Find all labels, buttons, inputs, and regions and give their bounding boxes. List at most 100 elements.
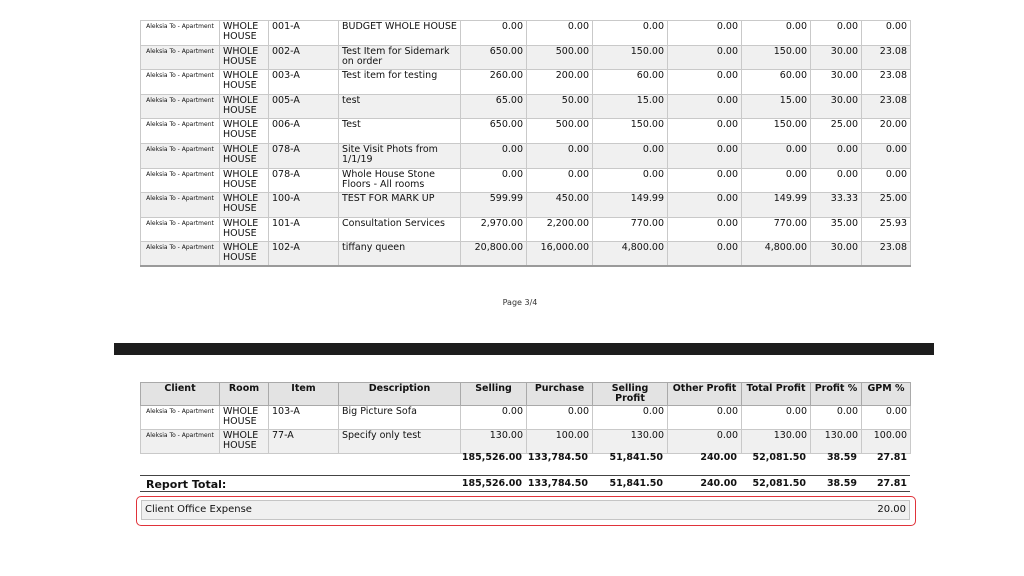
row-profit-pct: 0.00 xyxy=(810,405,862,430)
row-selling: 2,970.00 xyxy=(460,216,527,243)
row-item: 003-A xyxy=(268,69,339,95)
row-selling: 20,800.00 xyxy=(460,241,527,267)
row-gpm-pct: 23.08 xyxy=(861,93,911,120)
col-header-gpm-pct: GPM % xyxy=(861,382,911,406)
row-description: Specify only test xyxy=(338,429,461,454)
row-client: Aleksia To - Apartment xyxy=(140,241,220,267)
row-selling-profit: 4,800.00 xyxy=(592,241,668,267)
row-item: 77-A xyxy=(268,429,339,454)
report-table-page3-body: Aleksia To - Apartment WHOLE HOUSE 001-A BU… xyxy=(140,20,911,267)
row-client: Aleksia To - Apartment xyxy=(140,44,220,71)
row-item: 006-A xyxy=(268,118,339,144)
row-item: 102-A xyxy=(268,241,339,267)
row-other-profit: 0.00 xyxy=(667,69,742,95)
row-other-profit: 0.00 xyxy=(667,429,742,454)
row-gpm-pct: 23.08 xyxy=(861,69,911,95)
row-total-profit: 0.00 xyxy=(741,20,811,46)
row-other-profit: 0.00 xyxy=(667,93,742,120)
row-profit-pct: 30.00 xyxy=(810,69,862,95)
row-description: Whole House Stone Floors - All rooms xyxy=(338,167,461,194)
row-selling-profit: 150.00 xyxy=(592,44,668,71)
row-client: Aleksia To - Apartment xyxy=(140,167,220,194)
row-room: WHOLE HOUSE xyxy=(219,44,269,71)
row-selling: 65.00 xyxy=(460,93,527,120)
row-selling: 0.00 xyxy=(460,167,527,194)
row-selling-profit: 149.99 xyxy=(592,192,668,218)
report-total-gpm-pct: 27.81 xyxy=(876,478,907,489)
report-total-selling-profit: 51,841.50 xyxy=(609,478,664,489)
row-selling: 0.00 xyxy=(460,405,527,430)
report-total-profit-pct: 38.59 xyxy=(826,478,857,489)
row-profit-pct: 35.00 xyxy=(810,216,862,243)
row-selling-profit: 150.00 xyxy=(592,118,668,144)
row-profit-pct: 0.00 xyxy=(810,20,862,46)
row-selling-profit: 130.00 xyxy=(592,429,668,454)
subtotal-gpm-pct: 27.81 xyxy=(876,452,907,463)
client-office-expense-row: Client Office Expense 20.00 xyxy=(141,500,910,520)
row-other-profit: 0.00 xyxy=(667,142,742,169)
row-item: 100-A xyxy=(268,192,339,218)
subtotal-selling: 185,526.00 xyxy=(461,452,522,463)
table-row: Aleksia To - Apartment WHOLE HOUSE 078-A Wh… xyxy=(140,167,911,194)
subtotal-purchase: 133,784.50 xyxy=(527,452,588,463)
row-selling-profit: 0.00 xyxy=(592,142,668,169)
row-item: 001-A xyxy=(268,20,339,46)
row-total-profit: 770.00 xyxy=(741,216,811,243)
col-header-selling: Selling xyxy=(460,382,527,406)
page-number: Page 3/4 xyxy=(502,298,538,307)
row-room: WHOLE HOUSE xyxy=(219,405,269,430)
table-row: Aleksia To - Apartment WHOLE HOUSE 005-A te… xyxy=(140,93,911,120)
row-selling: 0.00 xyxy=(460,142,527,169)
row-purchase: 100.00 xyxy=(526,429,593,454)
row-purchase: 0.00 xyxy=(526,167,593,194)
row-selling-profit: 0.00 xyxy=(592,167,668,194)
row-description: Test Item for Sidemark on order xyxy=(338,44,461,71)
report-total-underline xyxy=(140,491,910,492)
row-profit-pct: 0.00 xyxy=(810,142,862,169)
row-other-profit: 0.00 xyxy=(667,241,742,267)
row-description: BUDGET WHOLE HOUSE xyxy=(338,20,461,46)
row-selling: 650.00 xyxy=(460,44,527,71)
report-total-other-profit: 240.00 xyxy=(700,478,737,489)
row-room: WHOLE HOUSE xyxy=(219,142,269,169)
report-table-page4: Client Room Item Description Selling Pur… xyxy=(140,382,911,454)
row-client: Aleksia To - Apartment xyxy=(140,429,220,454)
row-room: WHOLE HOUSE xyxy=(219,216,269,243)
row-item: 078-A xyxy=(268,142,339,169)
row-room: WHOLE HOUSE xyxy=(219,118,269,144)
row-purchase: 450.00 xyxy=(526,192,593,218)
row-room: WHOLE HOUSE xyxy=(219,93,269,120)
row-purchase: 500.00 xyxy=(526,44,593,71)
subtotal-row: 185,526.00 133,784.50 51,841.50 240.00 5… xyxy=(140,452,910,466)
row-item: 002-A xyxy=(268,44,339,71)
row-total-profit: 4,800.00 xyxy=(741,241,811,267)
highlight-annotation-box xyxy=(136,496,916,526)
row-profit-pct: 0.00 xyxy=(810,167,862,194)
row-total-profit: 150.00 xyxy=(741,44,811,71)
row-selling: 260.00 xyxy=(460,69,527,95)
row-gpm-pct: 25.00 xyxy=(861,192,911,218)
row-other-profit: 0.00 xyxy=(667,118,742,144)
row-room: WHOLE HOUSE xyxy=(219,429,269,454)
table-row: Aleksia To - Apartment WHOLE HOUSE 103-A Bi… xyxy=(140,405,911,430)
table-row: Aleksia To - Apartment WHOLE HOUSE 100-A TE… xyxy=(140,192,911,218)
row-client: Aleksia To - Apartment xyxy=(140,192,220,218)
table-row: Aleksia To - Apartment WHOLE HOUSE 102-A ti… xyxy=(140,241,911,267)
row-gpm-pct: 100.00 xyxy=(861,429,911,454)
row-total-profit: 15.00 xyxy=(741,93,811,120)
row-client: Aleksia To - Apartment xyxy=(140,405,220,430)
row-selling: 0.00 xyxy=(460,20,527,46)
table-row: Aleksia To - Apartment WHOLE HOUSE 002-A Te… xyxy=(140,44,911,71)
row-item: 005-A xyxy=(268,93,339,120)
row-profit-pct: 130.00 xyxy=(810,429,862,454)
report-table-page4-body: Aleksia To - Apartment WHOLE HOUSE 103-A Bi… xyxy=(140,405,911,454)
col-header-profit-pct: Profit % xyxy=(810,382,862,406)
row-total-profit: 130.00 xyxy=(741,429,811,454)
client-office-expense-value: 20.00 xyxy=(877,504,906,515)
row-room: WHOLE HOUSE xyxy=(219,167,269,194)
row-selling-profit: 770.00 xyxy=(592,216,668,243)
row-selling-profit: 0.00 xyxy=(592,405,668,430)
row-description: Big Picture Sofa xyxy=(338,405,461,430)
row-purchase: 50.00 xyxy=(526,93,593,120)
report-total-selling: 185,526.00 xyxy=(461,478,522,489)
